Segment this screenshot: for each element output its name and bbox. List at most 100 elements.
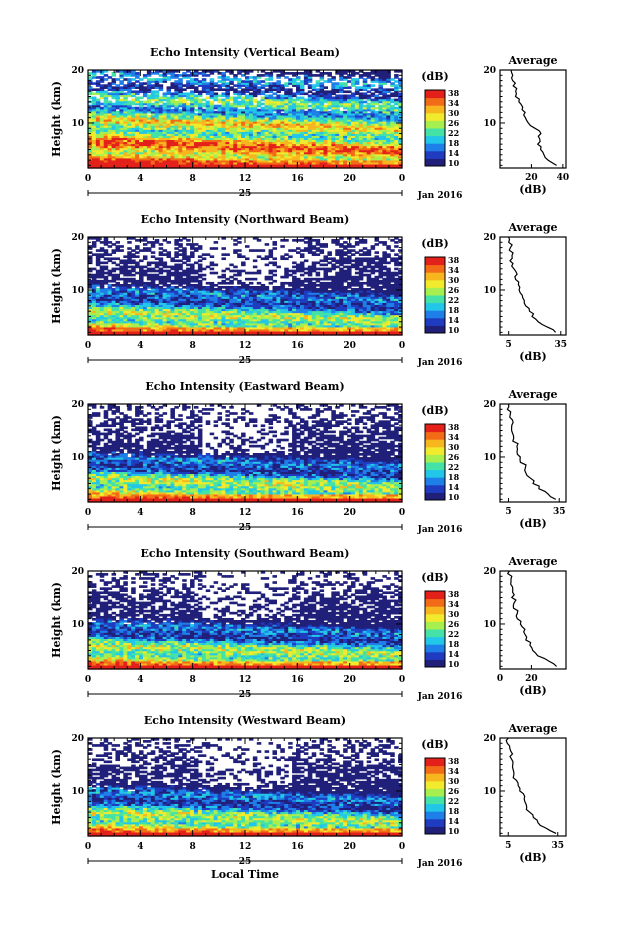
heatmap-cell (229, 129, 234, 132)
heatmap-cell (343, 119, 348, 122)
heatmap-cell (292, 72, 297, 75)
heatmap-cell (292, 74, 297, 77)
heatmap-cell (327, 102, 332, 106)
heatmap-cell (209, 163, 215, 167)
heatmap-cell (248, 110, 254, 114)
heatmap-cell (190, 104, 195, 108)
heatmap-cell (154, 106, 160, 110)
heatmap-cell (201, 145, 207, 149)
heatmap-cell (95, 326, 101, 330)
heatmap-cell (197, 94, 203, 98)
heatmap-cell (135, 123, 140, 126)
heatmap-cell (197, 114, 203, 118)
heatmap-cell (142, 116, 148, 120)
heatmap-cell (95, 92, 101, 96)
heatmap-cell (111, 328, 117, 332)
heatmap-cell (209, 80, 215, 83)
heatmap-cell (264, 94, 270, 98)
heatmap-cell (335, 324, 340, 328)
heatmap-cell (292, 119, 297, 122)
heatmap-cell (374, 110, 380, 114)
heatmap-cell (398, 92, 403, 96)
heatmap-cell (241, 129, 246, 132)
heatmap-cell (256, 326, 262, 330)
heatmap-cell (398, 82, 403, 85)
heatmap-cell (354, 110, 360, 114)
heatmap-cell (201, 330, 207, 334)
heatmap-cell (252, 104, 258, 108)
heatmap-cell (339, 139, 344, 143)
heatmap-cell (209, 153, 215, 157)
heatmap-cell (288, 322, 293, 326)
heatmap-cell (233, 159, 238, 163)
heatmap-cell (229, 131, 234, 134)
heatmap-cell (88, 133, 93, 136)
heatmap-cell (237, 80, 242, 83)
heatmap-cell (370, 98, 376, 102)
heatmap-cell (252, 318, 258, 322)
heatmap-cell (190, 320, 195, 324)
heatmap-cell (182, 149, 187, 153)
heatmap-cell (107, 145, 113, 149)
heatmap-cell (142, 125, 148, 128)
heatmap-cell (303, 324, 309, 328)
heatmap-cell (319, 165, 325, 169)
heatmap-cell (115, 137, 120, 141)
heatmap-cell (284, 133, 289, 136)
heatmap-cell (280, 141, 285, 145)
heatmap-cell (327, 320, 332, 324)
heatmap-cell (276, 147, 281, 151)
day-label: 25 (239, 189, 252, 199)
heatmap-cell (131, 141, 136, 145)
heatmap-cell (347, 86, 352, 89)
heatmap-cell (146, 100, 152, 104)
heatmap-cell (91, 135, 97, 138)
heatmap-cell (119, 324, 124, 328)
heatmap-cell (95, 332, 101, 336)
heatmap-cell (131, 70, 136, 73)
heatmap-cell (248, 88, 254, 92)
heatmap-cell (264, 157, 270, 161)
heatmap-cell (252, 110, 258, 114)
heatmap-cell (225, 137, 230, 141)
heatmap-cell (150, 123, 156, 126)
heatmap-cell (99, 116, 105, 120)
heatmap-cell (398, 80, 403, 83)
heatmap-cell (135, 133, 140, 136)
heatmap-cell (280, 106, 285, 110)
heatmap-cell (335, 330, 340, 334)
heatmap-cell (127, 112, 132, 116)
heatmap-cell (378, 114, 383, 118)
heatmap-cell (201, 147, 207, 151)
heatmap-cell (111, 149, 117, 153)
heatmap-cell (123, 119, 128, 122)
heatmap-cell (268, 112, 274, 116)
heatmap-cell (366, 151, 372, 155)
heatmap-cell (256, 318, 262, 322)
heatmap-cell (142, 129, 148, 132)
heatmap-cell (260, 86, 266, 89)
heatmap-cell (119, 316, 124, 320)
heatmap-cell (268, 155, 274, 159)
heatmap-cell (347, 318, 352, 322)
heatmap-cell (115, 86, 120, 89)
heatmap-cell (398, 332, 403, 336)
heatmap-cell (201, 133, 207, 136)
heatmap-cell (193, 159, 199, 163)
heatmap-cell (354, 98, 360, 102)
heatmap-cell (358, 157, 364, 161)
heatmap-cell (358, 106, 364, 110)
heatmap-cell (201, 121, 207, 124)
heatmap-cell (292, 161, 297, 165)
heatmap-cell (319, 116, 325, 120)
heatmap-cell (374, 320, 380, 324)
heatmap-cell (256, 135, 262, 138)
heatmap-cell (374, 316, 380, 320)
heatmap-cell (245, 100, 250, 104)
heatmap-cell (146, 149, 152, 153)
heatmap-cell (362, 74, 368, 77)
heatmap-cell (256, 147, 262, 151)
heatmap-cell (95, 110, 101, 114)
heatmap-cell (95, 320, 101, 324)
heatmap-cell (115, 106, 120, 110)
